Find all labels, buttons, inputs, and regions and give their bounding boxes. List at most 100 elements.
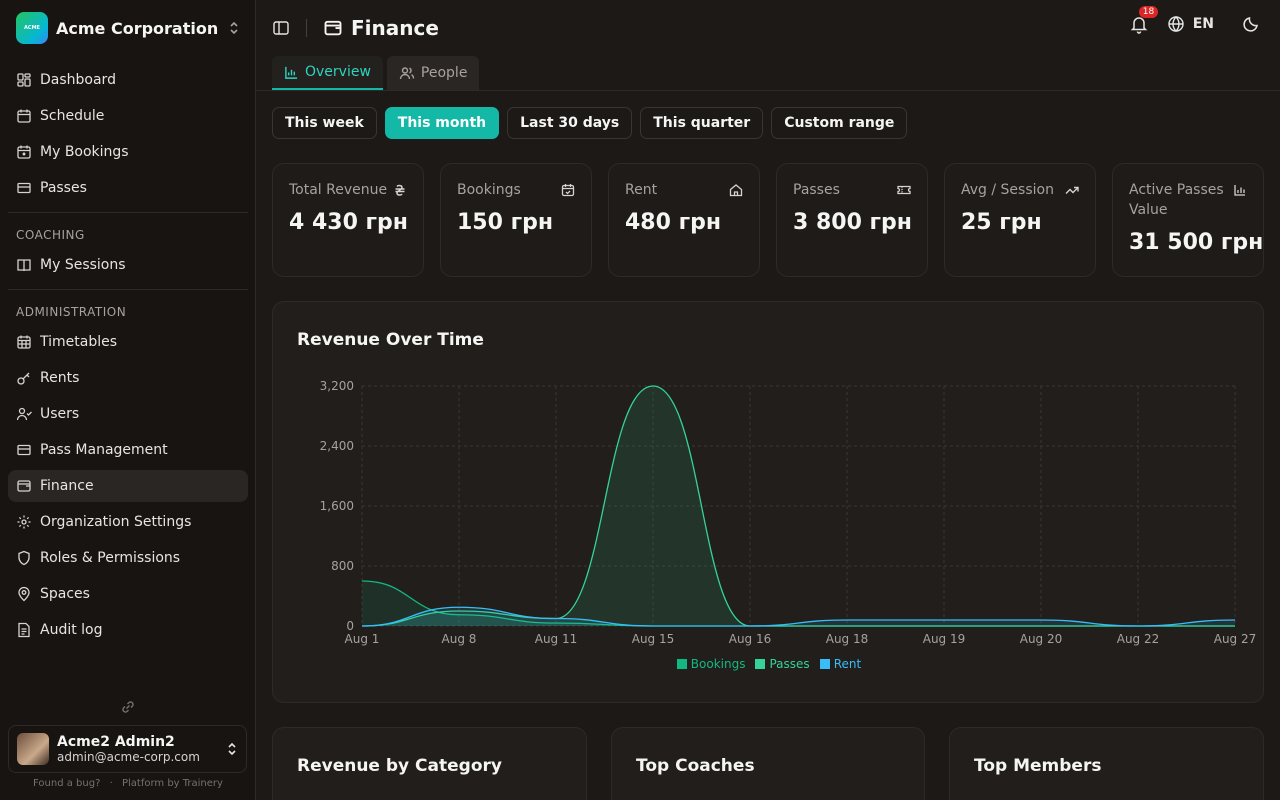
nav-item-users[interactable]: Users [8, 398, 248, 430]
nav-item-my-sessions[interactable]: My Sessions [8, 249, 248, 281]
globe-icon [1168, 16, 1184, 32]
kpi-label: Active Passes Value [1129, 182, 1224, 218]
avatar [17, 733, 49, 765]
legend-label: Passes [769, 657, 810, 671]
card-title: Top Coaches [636, 756, 755, 776]
nav-item-label: My Sessions [40, 257, 126, 273]
series-area [362, 607, 1235, 626]
x-tick-label: Aug 8 [442, 632, 477, 646]
nav-item-pass-management[interactable]: Pass Management [8, 434, 248, 466]
nav-item-label: Spaces [40, 586, 90, 602]
kpi-label: Total Revenue [289, 182, 388, 198]
nav-item-spaces[interactable]: Spaces [8, 578, 248, 610]
top-coaches-card: Top Coaches [611, 727, 925, 800]
kpi-value: 25 грн [961, 210, 1042, 235]
user-menu[interactable]: Acme2 Admin2 admin@acme-corp.com [8, 725, 247, 773]
calendar-grid-icon [16, 334, 32, 350]
nav-item-audit-log[interactable]: Audit log [8, 614, 248, 646]
org-switcher[interactable]: ACME Acme Corporation [8, 10, 248, 46]
nav-item-label: Roles & Permissions [40, 550, 181, 566]
range-this-month[interactable]: This month [384, 107, 500, 139]
map-pin-icon [16, 586, 32, 602]
main-content: Finance 18 EN Overview People This week … [256, 0, 1280, 800]
legend-label: Bookings [690, 657, 746, 671]
kpi-label: Avg / Session [961, 182, 1054, 198]
wallet-icon [16, 478, 32, 494]
notifications-button[interactable]: 18 [1129, 6, 1159, 34]
calendar-icon [16, 108, 32, 124]
nav-item-schedule[interactable]: Schedule [8, 100, 248, 132]
kpi-value: 150 грн [457, 210, 554, 235]
kpi-card-total-revenue: Total Revenue 4 430 грн [272, 163, 424, 277]
series-line [361, 606, 1236, 627]
legend-swatch [819, 659, 830, 669]
range-custom[interactable]: Custom range [771, 107, 908, 139]
revenue-by-category-card: Revenue by Category [272, 727, 587, 800]
date-range-selector: This week This month Last 30 days This q… [272, 107, 908, 139]
tab-label: People [420, 65, 468, 81]
bell-icon [1130, 17, 1148, 34]
y-tick-label: 3,200 [320, 379, 354, 393]
nav-item-roles-permissions[interactable]: Roles & Permissions [8, 542, 248, 574]
range-this-quarter[interactable]: This quarter [640, 107, 764, 139]
legend-item[interactable]: Rent [819, 657, 862, 671]
y-tick-label: 1,600 [320, 499, 354, 513]
nav-item-finance[interactable]: Finance [8, 470, 248, 502]
language-switcher[interactable]: EN [1167, 15, 1214, 33]
tab-overview[interactable]: Overview [272, 56, 383, 90]
divider [256, 90, 1280, 91]
sidebar-toggle-icon[interactable] [272, 19, 290, 37]
language-label: EN [1192, 16, 1214, 32]
nav-item-label: Organization Settings [40, 514, 192, 530]
card-title: Top Members [974, 756, 1102, 776]
moon-icon[interactable] [1242, 15, 1260, 33]
nav-item-passes[interactable]: Passes [8, 172, 248, 204]
legend-swatch [755, 659, 766, 669]
x-tick-label: Aug 16 [729, 632, 772, 646]
ticket-icon [897, 185, 911, 195]
legend-item[interactable]: Bookings [676, 657, 746, 671]
kpi-row: Total Revenue 4 430 грн Bookings 150 грн… [272, 163, 1264, 277]
nav-item-rents[interactable]: Rents [8, 362, 248, 394]
org-logo: ACME [16, 12, 48, 44]
footer-separator: · [109, 778, 113, 789]
range-last-30-days[interactable]: Last 30 days [507, 107, 633, 139]
kpi-value: 3 800 грн [793, 210, 912, 235]
nav-item-organization-settings[interactable]: Organization Settings [8, 506, 248, 538]
page-title: Finance [351, 16, 439, 40]
users-icon [399, 67, 415, 80]
y-tick-label: 0 [346, 619, 354, 633]
nav-item-dashboard[interactable]: Dashboard [8, 64, 248, 96]
shield-icon [16, 550, 32, 566]
report-bug-link[interactable]: Found a bug? [33, 778, 101, 789]
bar-chart-icon [285, 66, 298, 79]
link-icon[interactable] [119, 698, 137, 716]
ticket-icon [16, 442, 32, 458]
legend-item[interactable]: Passes [755, 657, 810, 671]
kpi-card-avg-session: Avg / Session 25 грн [944, 163, 1096, 277]
notification-count-badge: 18 [1138, 6, 1159, 18]
tab-people[interactable]: People [386, 56, 480, 90]
divider [8, 289, 248, 290]
dashboard-icon [16, 72, 32, 88]
kpi-card-passes: Passes 3 800 грн [776, 163, 928, 277]
platform-link[interactable]: Platform by Trainery [121, 778, 223, 789]
kpi-value: 4 430 грн [289, 210, 408, 235]
legend-label: Rent [833, 657, 862, 671]
x-tick-label: Aug 20 [1020, 632, 1063, 646]
tab-bar: Overview People [272, 56, 480, 90]
nav-item-label: Schedule [40, 108, 105, 124]
x-tick-label: Aug 22 [1117, 632, 1160, 646]
card-title: Revenue by Category [297, 756, 502, 776]
nav-item-timetables[interactable]: Timetables [8, 326, 248, 358]
range-this-week[interactable]: This week [272, 107, 377, 139]
gear-icon [16, 514, 32, 530]
nav-item-label: Dashboard [40, 72, 116, 88]
user-info: Acme2 Admin2 admin@acme-corp.com [57, 734, 226, 764]
section-label-coaching: COACHING [16, 228, 85, 242]
revenue-chart: 0 800 1,600 2,400 3,200 Aug 1 Aug 8 Aug 11 Aug 1… [320, 379, 1257, 646]
org-name: Acme Corporation [56, 18, 219, 38]
y-tick-label: 800 [331, 559, 354, 573]
nav-item-my-bookings[interactable]: My Bookings [8, 136, 248, 168]
chart-legend: Bookings Passes Rent [273, 657, 1265, 671]
